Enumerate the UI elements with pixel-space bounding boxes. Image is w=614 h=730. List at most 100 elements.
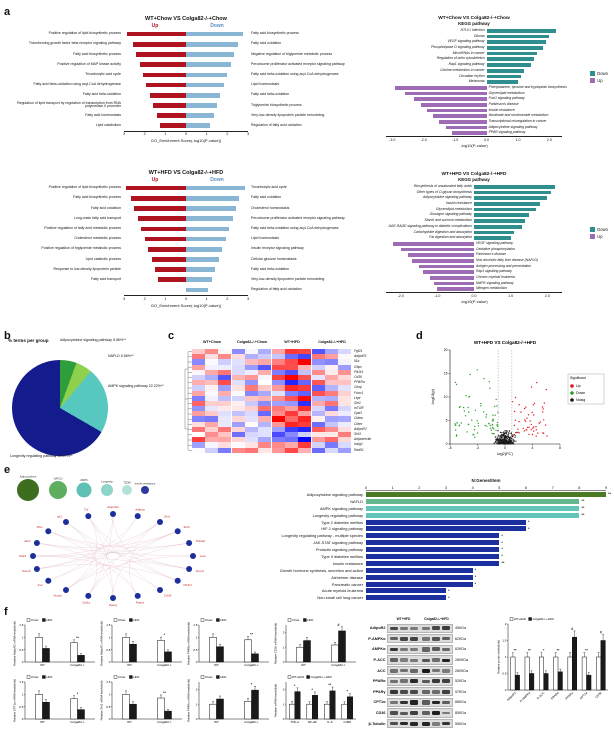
heatmap-cell [192,380,205,386]
mrna-chart-sirt1: 0 0.5 1 1.5 Relative Sirt1 mRNA levels(fold)… [99,674,184,728]
kegg-term-label: Adipocytokine signaling pathway [422,195,472,200]
go-term-label: Response to low-density lipoprotein part… [53,266,121,271]
blot-lanes [387,676,453,686]
go-down-bar [186,246,223,252]
blot-band [409,689,419,694]
legend-swatch [590,234,596,239]
data-point [497,411,499,414]
data-point [502,433,505,436]
gene-node-label: AdipoR2 [106,505,119,509]
pathway-label: Pancreatic cancer [331,581,363,587]
data-point [504,439,506,442]
heatmap-cell [298,380,311,386]
heatmap-cell [192,390,205,396]
heatmap-cell [218,364,231,370]
protein-name: PPARα [372,679,386,684]
bar-track [124,246,186,252]
significance: * [77,692,79,696]
data-point [499,438,501,440]
bar-track [124,185,186,191]
data-point [524,420,527,422]
go-term-label: Lipid catabolic process [85,256,121,261]
heatmap-cell [232,411,245,417]
blot-lane [441,711,451,715]
blot-band [389,658,399,663]
gene-node-label: Ppara [136,601,144,605]
axis-tick: 1 [109,635,111,639]
kegg-up-bar [414,97,487,101]
heatmap-cell [272,395,285,401]
heatmap-cell [338,364,351,370]
bar [581,656,587,691]
kegg-term-label: Insulin resistance [488,107,515,112]
heatmap-cell [312,426,325,432]
gene-node [63,587,69,593]
go-down-bar [186,277,212,283]
data-point [542,411,544,413]
kegg-row: Glucagon signaling pathway [386,212,562,218]
heatmap-cell [285,411,298,417]
heatmap-group-label: WT+HFD [284,340,300,344]
bar [341,703,348,720]
go-row: Regulation of lipid transport by regulat… [10,100,186,110]
gene-node [33,540,40,546]
heatmap-cell [232,442,245,448]
blot-lane [431,658,441,662]
blot-band [441,711,451,715]
heatmap-cell [258,390,271,396]
data-point [512,441,514,443]
blot-lane [409,658,419,662]
axis-tick: 3 [246,132,250,137]
heatmap-cell [285,447,298,453]
data-point [505,439,507,441]
gene-node-label: Sirt1 [164,514,171,518]
kegg-term-label: Carbohydrate digestion and absorption [413,229,472,234]
heatmap-cell [285,416,298,422]
bar-track [186,236,248,242]
data-point [517,428,519,430]
heatmap-cell [245,369,258,375]
go-down-bar [186,195,240,201]
bar-track [124,113,186,118]
axis-tick: 1.0 [508,293,514,298]
heatmap-group-label: WT+Chow [203,340,221,344]
kegg-down-bar [474,207,537,212]
bar [157,697,165,720]
heatmap-cell [312,359,325,365]
blot-band [431,647,441,652]
heatmap-cell [218,390,231,396]
go-row: Peroxisome proliferator activated recept… [186,214,362,224]
go-up-bar [146,82,186,88]
blot-lane [431,668,441,673]
molecular-weight: 52KDa [455,679,466,684]
heatmap-cell [325,364,338,370]
heatmap-cell [272,359,285,365]
go-down-bar [186,206,236,211]
legend-label: WT+HFD [292,675,304,679]
axis-tick: 2 [143,296,146,301]
blot-band [421,689,431,694]
pathway-bar [366,533,500,539]
bar-track [186,277,248,283]
blot-row: PPARγ 57KDa [360,687,492,698]
pathway-bubble-label: Longevity [101,480,113,484]
significance: ** [581,512,585,518]
heatmap-cell [338,385,351,391]
data-point [503,432,505,434]
data-point [543,432,545,434]
heatmap-cell [245,421,258,427]
axis-tick: 0 [184,296,188,301]
blot-lane [441,722,451,726]
gene-node [174,528,181,535]
network-plot-block: Adipocytokine NAFLD AMPK Longevity T2DM Insul… [8,472,213,612]
bar-track [124,277,186,283]
significance: * [474,580,477,586]
kegg-term-label: VEGF signaling pathway [476,240,514,245]
heatmap-row: Cidea [182,416,408,422]
heatmap-row-label: AdipoR2 [354,426,367,431]
heatmap-cell [312,369,325,375]
chart-title: WT+Chow VS Colga82-/-+Chow [438,16,510,21]
axis-tick: -3.0 [389,137,396,142]
go-term-label: Lipid homeostasis [251,236,280,241]
